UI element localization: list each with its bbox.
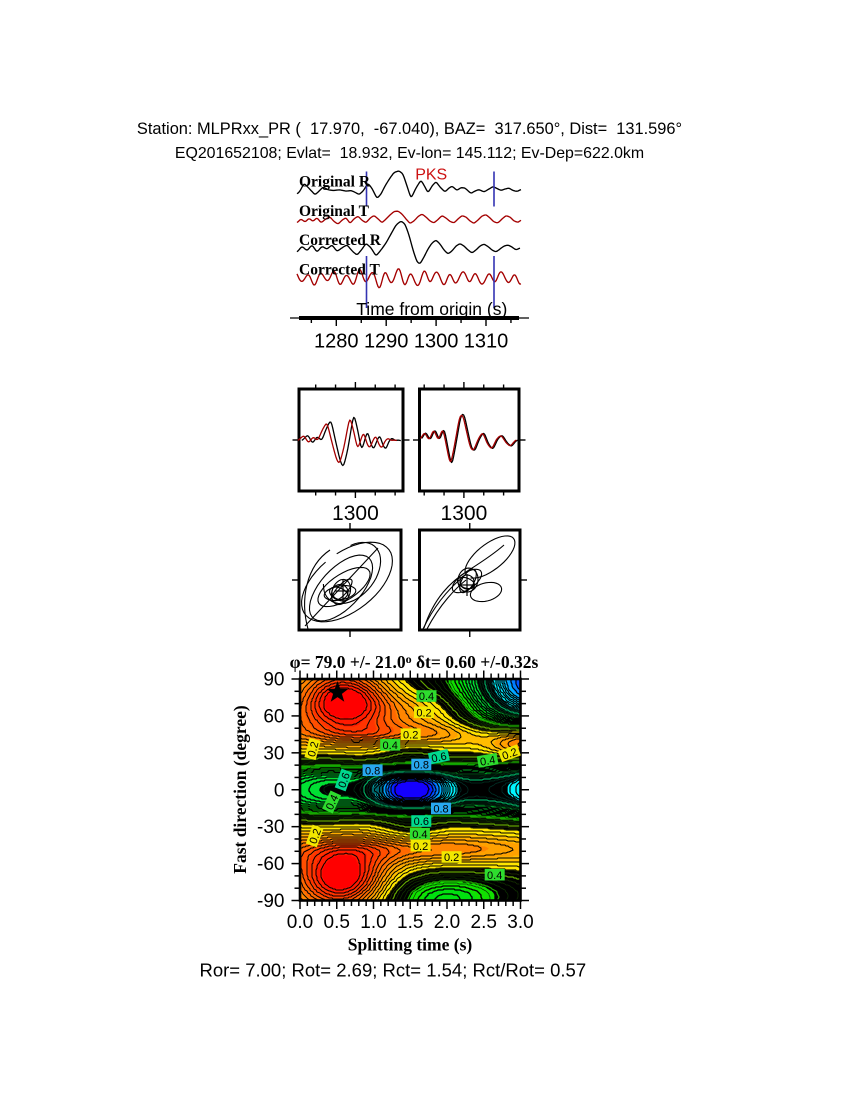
svg-text:Fast direction (degree): Fast direction (degree) [230,705,250,874]
svg-text:1290: 1290 [364,331,409,353]
svg-text:0.4: 0.4 [479,754,496,768]
svg-text:0.2: 0.2 [413,841,428,853]
svg-text:3.0: 3.0 [507,912,533,933]
svg-text:0.6: 0.6 [336,771,353,789]
svg-text:1300: 1300 [332,502,379,525]
svg-text:0.2: 0.2 [444,852,459,864]
svg-text:Time from origin (s): Time from origin (s) [356,299,507,319]
svg-text:1300: 1300 [414,331,459,353]
svg-text:0.8: 0.8 [433,804,448,816]
svg-text:0.2: 0.2 [416,708,431,720]
svg-text:PKS: PKS [415,167,447,184]
svg-text:Station: MLPRxx_PR ( 17.970,: Station: MLPRxx_PR ( 17.970, -67.040), B… [137,120,682,138]
svg-text:1.5: 1.5 [397,912,423,933]
svg-text:60: 60 [263,706,284,727]
svg-text:2.0: 2.0 [434,912,460,933]
svg-text:30: 30 [263,743,284,764]
svg-text:0.8: 0.8 [365,765,380,777]
svg-text:0.2: 0.2 [501,746,519,763]
svg-text:0.2: 0.2 [403,729,418,741]
svg-text:φ= 79.0 +/- 21.0o δt= 0.60 +/-: φ= 79.0 +/- 21.0o δt= 0.60 +/-0.32s [290,652,539,672]
svg-text:0.4: 0.4 [383,740,398,752]
svg-text:Ror= 7.00; Rot= 2.69; Rct= 1.5: Ror= 7.00; Rot= 2.69; Rct= 1.54; Rct/Rot… [199,960,586,981]
svg-text:1310: 1310 [464,331,509,353]
svg-text:Original T: Original T [299,203,370,220]
svg-text:0.2: 0.2 [306,740,322,758]
svg-text:0.0: 0.0 [287,912,313,933]
svg-text:0.6: 0.6 [430,751,447,766]
svg-text:-60: -60 [257,854,284,875]
svg-text:1300: 1300 [441,502,488,525]
svg-text:0.4: 0.4 [487,870,502,882]
svg-text:Corrected R: Corrected R [299,232,382,249]
svg-text:0.5: 0.5 [324,912,350,933]
svg-text:Corrected T: Corrected T [299,262,380,279]
svg-text:0: 0 [274,780,285,801]
svg-text:2.5: 2.5 [471,912,497,933]
svg-text:0.8: 0.8 [414,760,429,772]
svg-text:0.4: 0.4 [412,829,427,841]
svg-text:0.6: 0.6 [414,816,429,828]
svg-text:-90: -90 [257,891,284,912]
svg-text:90: 90 [263,670,284,691]
svg-text:-30: -30 [257,817,284,838]
svg-text:Original R: Original R [299,174,371,191]
svg-text:0.4: 0.4 [324,793,341,812]
svg-text:1.0: 1.0 [360,912,386,933]
svg-text:1280: 1280 [314,331,359,353]
svg-text:0.2: 0.2 [308,827,325,845]
svg-text:0.4: 0.4 [419,691,434,703]
svg-text:Splitting time (s): Splitting time (s) [348,935,473,955]
svg-text:EQ201652108; Evlat= 18.932, E: EQ201652108; Evlat= 18.932, Ev-lon= 145.… [175,145,644,162]
